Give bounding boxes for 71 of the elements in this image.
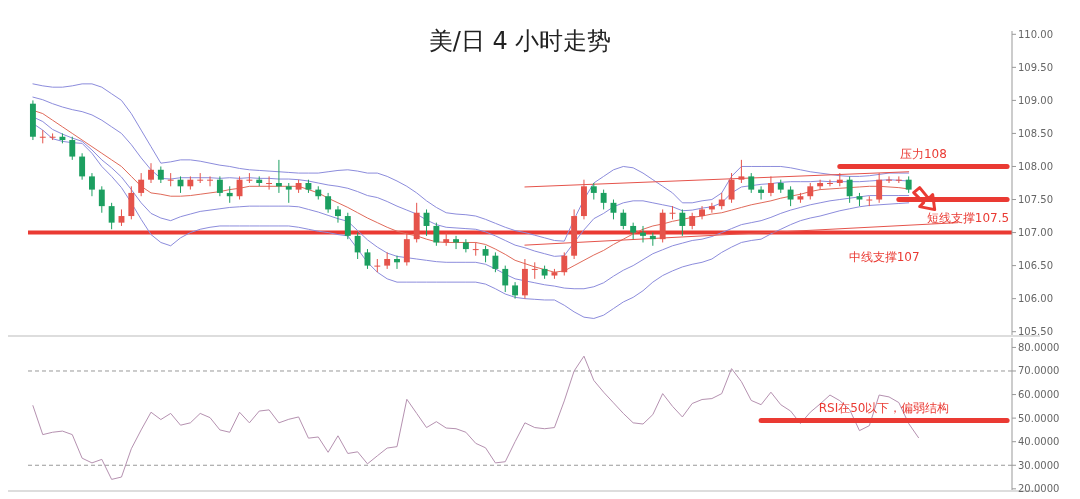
candlestick (758, 185, 765, 201)
candlestick (148, 162, 154, 184)
y-tick-label: 50.0000 (1018, 412, 1060, 424)
candlestick (108, 202, 115, 230)
candlestick (600, 189, 607, 210)
y-tick-label: 107.50 (1018, 194, 1053, 206)
candlestick (699, 205, 705, 220)
series-label: 短线支撑107.5 (926, 210, 1010, 225)
candlestick (216, 175, 223, 197)
candlestick (207, 175, 213, 187)
y-tick-label: 60.0000 (1018, 389, 1060, 401)
candlestick (472, 241, 479, 257)
y-tick-label: 20.0000 (1018, 483, 1060, 495)
y-tick-label: 105.50 (1018, 326, 1053, 338)
candlestick (787, 185, 794, 207)
candlestick (748, 172, 755, 194)
candlestick (236, 175, 243, 201)
candlestick (246, 172, 253, 184)
y-tick-label: 107.00 (1018, 227, 1053, 239)
candlestick (827, 179, 833, 187)
candlestick (561, 251, 568, 277)
chart-title: 美/日 4 小时走势 (428, 27, 612, 55)
candlestick (39, 129, 46, 144)
candlestick (492, 251, 499, 273)
candlestick (335, 205, 341, 224)
y-tick-label: 80.0000 (1018, 341, 1060, 353)
candlestick (374, 258, 381, 273)
candlestick (531, 261, 538, 280)
ref-line-label: 中线支撑107 (848, 249, 920, 264)
candlestick (453, 235, 459, 250)
candlestick (502, 265, 509, 293)
candlestick (79, 152, 86, 181)
line-series (32, 83, 910, 242)
candlestick (708, 202, 715, 214)
candlestick (886, 175, 892, 184)
candlestick (98, 185, 105, 214)
candlestick (285, 182, 292, 204)
y-tick-label: 106.50 (1018, 260, 1053, 272)
candlestick (846, 175, 853, 204)
series-label: RSI在50以下，偏弱结构 (818, 401, 950, 416)
candlestick (69, 136, 76, 161)
candlestick (462, 238, 469, 253)
candlestick (344, 212, 351, 240)
candlestick (128, 185, 135, 220)
y-tick-label: 40.0000 (1018, 436, 1060, 448)
candlestick (167, 172, 174, 187)
candlestick (403, 232, 410, 267)
candlestick (817, 179, 824, 191)
series-label: 压力108 (899, 147, 947, 162)
y-tick-label: 109.00 (1018, 94, 1053, 106)
y-tick-label: 106.00 (1018, 293, 1053, 305)
candlestick (866, 195, 873, 207)
y-tick-label: 108.00 (1018, 160, 1053, 172)
candlestick (364, 248, 371, 270)
y-tick-label: 110.00 (1018, 28, 1053, 40)
candlestick (640, 225, 646, 243)
candlestick (620, 208, 627, 230)
candlestick (679, 208, 686, 237)
candlestick (325, 192, 332, 214)
candlestick (394, 255, 400, 270)
y-tick-label: 70.0000 (1018, 365, 1060, 377)
candlestick (197, 172, 204, 184)
y-tick-label: 30.0000 (1018, 459, 1060, 471)
y-tick-label: 109.50 (1018, 61, 1053, 73)
candlestick (89, 172, 95, 197)
y-tick-label: 108.50 (1018, 127, 1053, 139)
candlestick (275, 159, 282, 194)
candlestick (433, 222, 440, 247)
candlestick (266, 175, 273, 191)
candlestick (138, 172, 145, 197)
candlestick (354, 232, 361, 260)
